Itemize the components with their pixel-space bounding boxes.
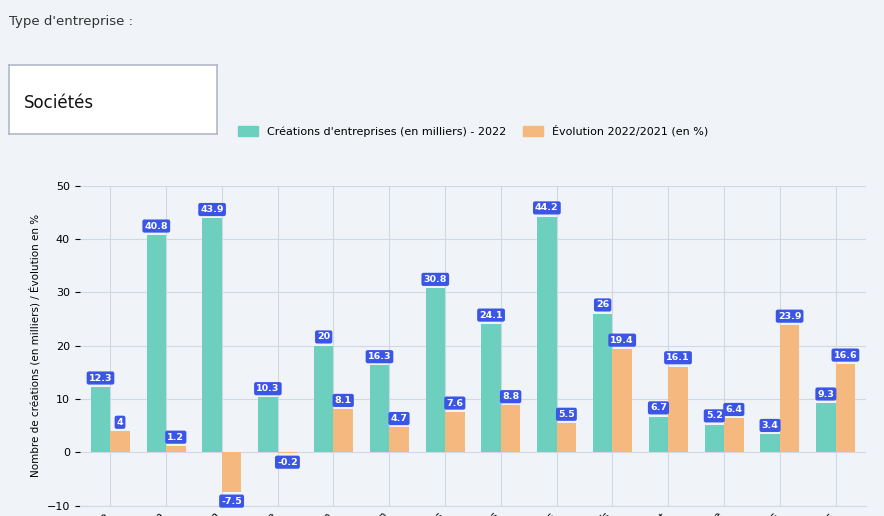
Text: 6.7: 6.7 [650,404,667,412]
Text: -7.5: -7.5 [221,496,242,506]
Text: Sociétés: Sociétés [23,94,94,112]
Bar [222,453,241,492]
Text: Type d'entreprise :: Type d'entreprise : [9,15,133,28]
Bar [110,431,130,453]
Text: 16.6: 16.6 [834,350,857,360]
Bar [557,423,576,453]
Bar [370,365,389,453]
Text: 5.5: 5.5 [558,410,575,419]
Text: 4: 4 [117,418,124,427]
Text: 30.8: 30.8 [423,275,447,284]
Bar [481,324,501,453]
Text: 16.3: 16.3 [368,352,392,361]
Bar [501,406,521,453]
Bar [425,288,445,453]
Text: 8.8: 8.8 [502,392,519,401]
Bar [668,366,688,453]
Bar [314,346,333,453]
Bar [333,409,353,453]
Bar [613,349,632,453]
Text: 23.9: 23.9 [778,312,802,320]
Text: 24.1: 24.1 [479,311,503,319]
Bar [147,235,166,453]
Text: 7.6: 7.6 [446,398,463,408]
Text: 10.3: 10.3 [256,384,279,393]
Text: 43.9: 43.9 [201,205,224,214]
Bar [649,416,668,453]
Bar [816,403,835,453]
Text: 4.7: 4.7 [391,414,408,423]
Bar [760,434,780,453]
Bar [835,364,855,453]
Bar [166,446,186,453]
Text: 8.1: 8.1 [335,396,352,405]
Bar [537,217,557,453]
Text: 16.1: 16.1 [667,353,690,362]
Bar [724,418,743,453]
Bar [389,427,408,453]
Text: 19.4: 19.4 [610,335,634,345]
Legend: Créations d'entreprises (en milliers) - 2022, Évolution 2022/2021 (en %): Créations d'entreprises (en milliers) - … [233,121,713,141]
Text: 26: 26 [596,300,609,310]
Text: 9.3: 9.3 [818,390,834,398]
Bar [258,397,278,453]
Text: 6.4: 6.4 [725,405,743,414]
Bar [593,314,613,453]
Text: 40.8: 40.8 [144,221,168,231]
Y-axis label: Nombre de créations (en milliers) / Évolution en %: Nombre de créations (en milliers) / Évol… [29,214,41,477]
Text: -0.2: -0.2 [277,458,298,466]
Bar [445,412,465,453]
Text: 1.2: 1.2 [167,433,184,442]
Bar [780,325,799,453]
Text: 5.2: 5.2 [705,411,723,421]
Bar [91,387,110,453]
Bar [705,425,724,453]
Bar [278,453,297,454]
Text: 44.2: 44.2 [535,203,559,213]
Text: 20: 20 [317,332,331,342]
Text: 12.3: 12.3 [88,374,112,382]
Bar [202,218,222,453]
Text: 3.4: 3.4 [762,421,779,430]
